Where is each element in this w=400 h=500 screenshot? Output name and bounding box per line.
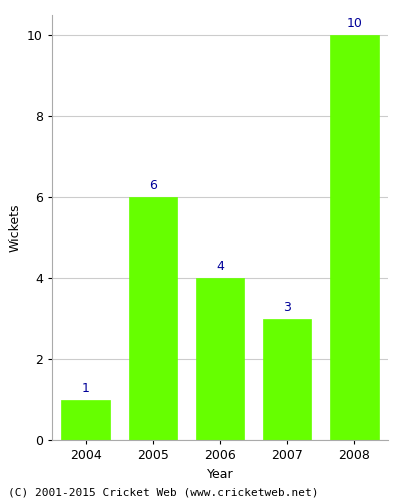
Text: 6: 6 — [149, 180, 157, 192]
Bar — [196, 278, 244, 440]
Text: 10: 10 — [346, 18, 362, 30]
Y-axis label: Wickets: Wickets — [8, 203, 22, 252]
Text: 1: 1 — [82, 382, 90, 394]
Text: (C) 2001-2015 Cricket Web (www.cricketweb.net): (C) 2001-2015 Cricket Web (www.cricketwe… — [8, 488, 318, 498]
Bar — [62, 400, 110, 440]
Bar — [129, 197, 177, 440]
Text: 3: 3 — [283, 300, 291, 314]
Bar — [263, 318, 311, 440]
Bar — [330, 35, 378, 440]
Text: 4: 4 — [216, 260, 224, 273]
X-axis label: Year: Year — [207, 468, 233, 480]
